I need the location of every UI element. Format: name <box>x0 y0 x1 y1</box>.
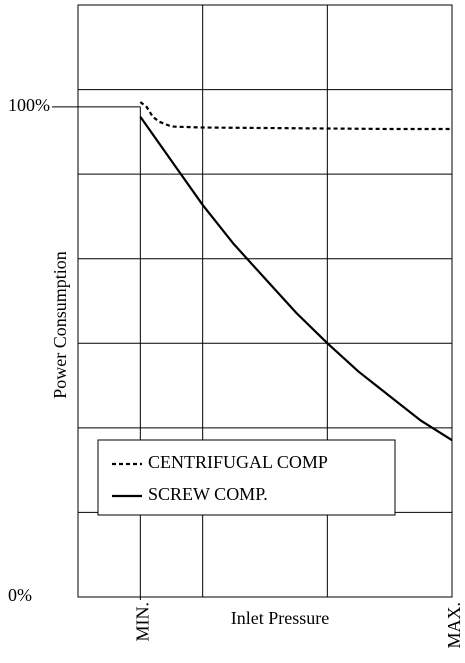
x-axis-label: Inlet Pressure <box>231 608 329 628</box>
y-axis-label: Power Consumption <box>50 251 70 399</box>
series-line <box>139 116 453 442</box>
legend-box <box>97 439 396 516</box>
x-tick-label: MAX. <box>444 602 464 649</box>
legend-label: SCREW COMP. <box>148 484 268 504</box>
y-tick-label: 100% <box>8 95 50 115</box>
series-line <box>139 101 452 131</box>
y-tick-label: 0% <box>8 585 32 605</box>
x-tick-label: MIN. <box>132 602 152 642</box>
plot-frame <box>77 4 453 598</box>
legend-label: CENTRIFUGAL COMP <box>148 452 328 472</box>
